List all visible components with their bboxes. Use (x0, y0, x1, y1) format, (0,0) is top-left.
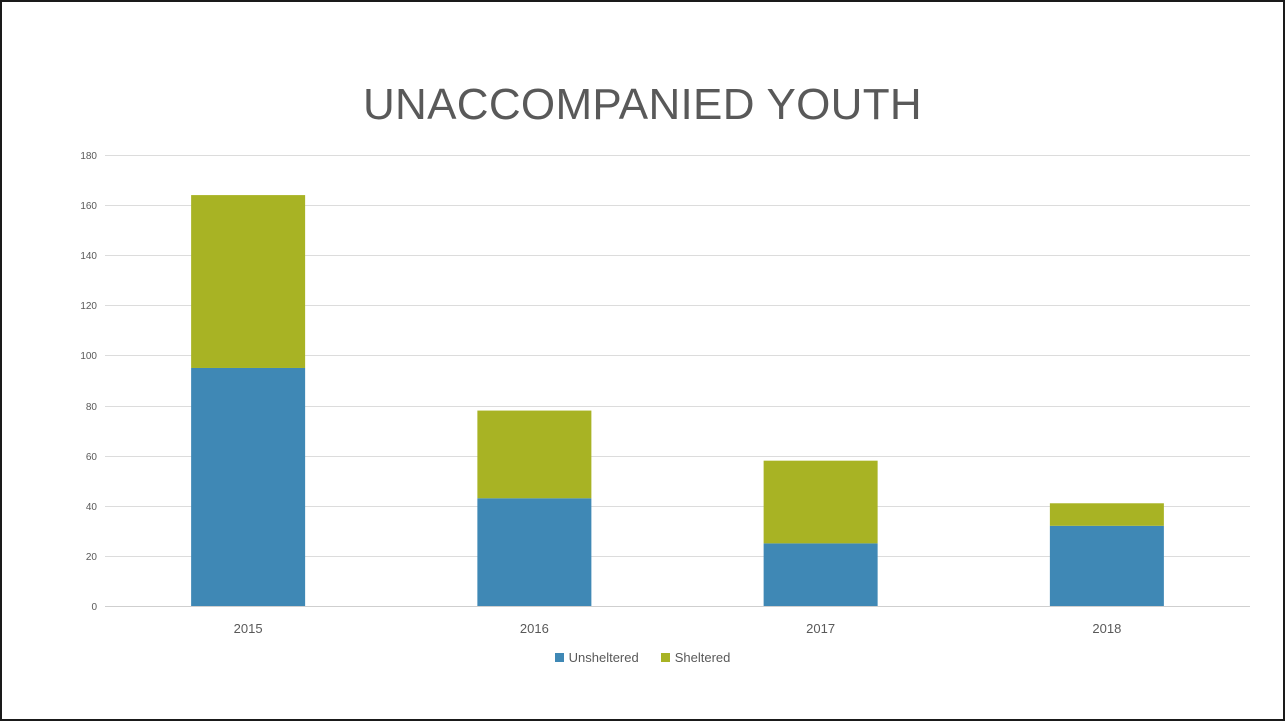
y-tick-label: 180 (80, 151, 97, 162)
bar-unsheltered-2015 (191, 367, 306, 606)
bar-unsheltered-2018 (1049, 525, 1164, 606)
y-tick-label: 100 (80, 351, 97, 362)
legend-label-unsheltered: Unsheltered (568, 650, 639, 665)
legend-item-sheltered: Sheltered (660, 650, 731, 665)
y-tick-label: 160 (80, 201, 97, 212)
legend-label-sheltered: Sheltered (674, 650, 731, 665)
x-tick-label: 2015 (234, 621, 263, 636)
bar-sheltered-2017 (763, 460, 878, 544)
legend-item-unsheltered: Unsheltered (554, 650, 639, 665)
x-tick-label: 2018 (1092, 621, 1121, 636)
y-tick-label: 120 (80, 301, 97, 312)
legend-swatch-sheltered (660, 653, 670, 662)
bar-sheltered-2018 (1049, 503, 1164, 526)
bar-unsheltered-2017 (763, 543, 878, 606)
bar-sheltered-2016 (477, 410, 592, 499)
y-tick-label: 0 (91, 602, 97, 613)
y-tick-label: 140 (80, 251, 97, 262)
y-tick-label: 60 (86, 452, 98, 463)
y-tick-label: 40 (86, 502, 98, 513)
bar-unsheltered-2016 (477, 498, 592, 606)
legend-swatch-unsheltered (554, 653, 564, 662)
chart-legend: Unsheltered Sheltered (0, 650, 1285, 665)
bar-sheltered-2015 (191, 195, 306, 368)
x-tick-label: 2017 (806, 621, 835, 636)
y-tick-label: 20 (86, 552, 98, 563)
y-tick-label: 80 (86, 402, 98, 413)
chart-title: UNACCOMPANIED YOUTH (362, 80, 922, 129)
x-tick-label: 2016 (520, 621, 549, 636)
